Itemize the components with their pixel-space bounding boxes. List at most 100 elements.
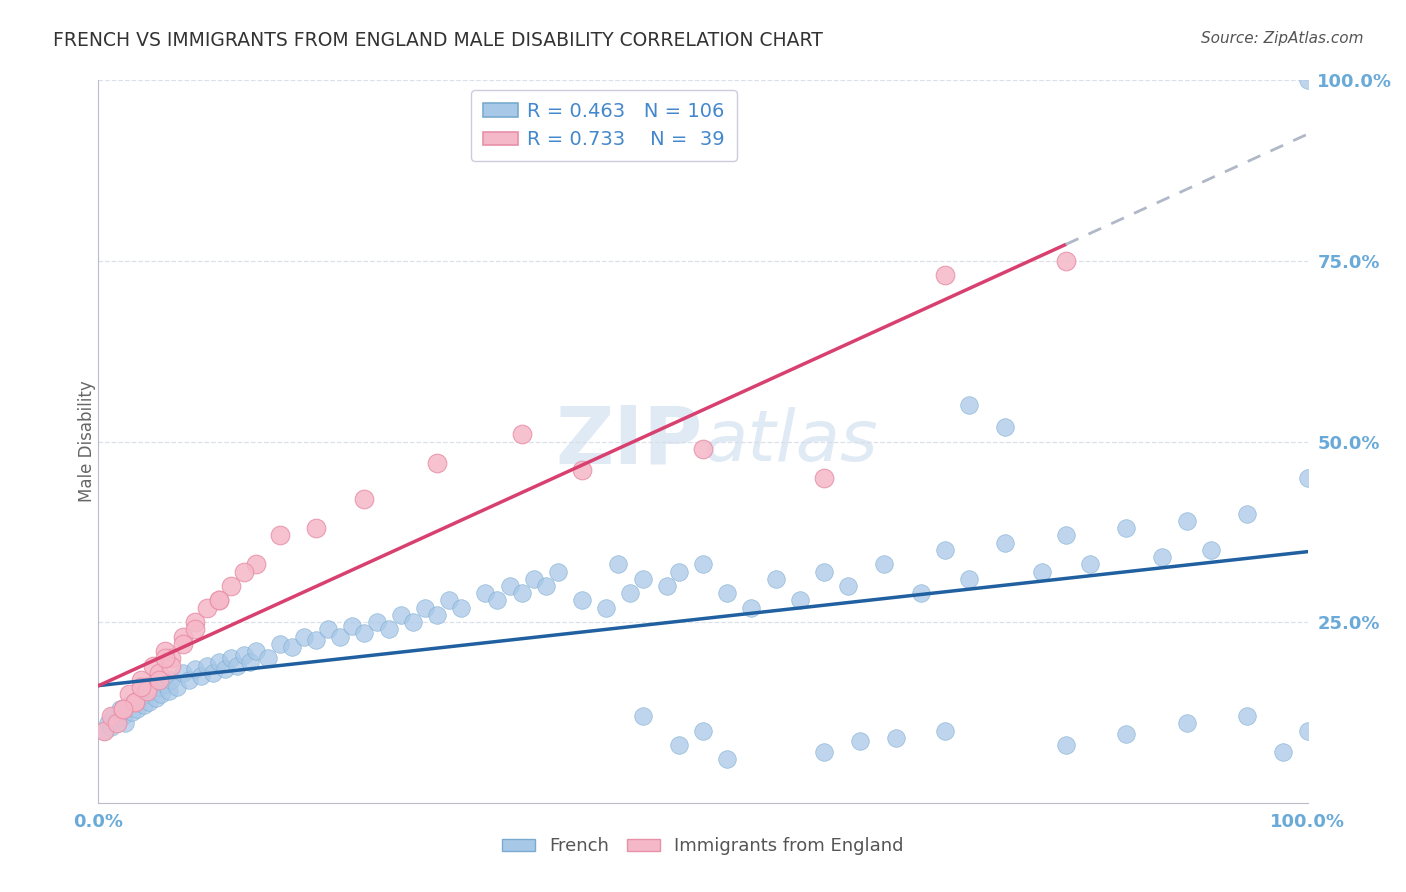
Text: Source: ZipAtlas.com: Source: ZipAtlas.com	[1201, 31, 1364, 46]
Point	[135, 687, 157, 701]
Point	[208, 593, 231, 607]
Point	[1236, 507, 1258, 521]
Point	[221, 651, 243, 665]
Point	[402, 615, 425, 630]
Point	[145, 691, 167, 706]
Point	[426, 607, 449, 622]
Point	[631, 572, 654, 586]
Point	[111, 702, 134, 716]
Point	[138, 695, 160, 709]
Point	[148, 673, 170, 687]
Point	[172, 665, 194, 680]
Point	[118, 698, 141, 713]
Point	[172, 630, 194, 644]
Point	[366, 615, 388, 630]
Point	[124, 695, 146, 709]
Point	[547, 565, 569, 579]
Point	[873, 558, 896, 572]
Point	[426, 456, 449, 470]
Point	[153, 644, 176, 658]
Point	[1152, 550, 1174, 565]
Point	[129, 673, 152, 687]
Point	[202, 665, 225, 680]
Point	[534, 579, 557, 593]
Point	[413, 600, 436, 615]
Point	[631, 709, 654, 723]
Point	[934, 723, 956, 738]
Point	[1078, 558, 1101, 572]
Point	[97, 716, 120, 731]
Point	[353, 626, 375, 640]
Point	[1175, 716, 1198, 731]
Point	[1236, 709, 1258, 723]
Point	[269, 528, 291, 542]
Point	[510, 586, 533, 600]
Point	[305, 633, 328, 648]
Point	[101, 709, 124, 723]
Point	[523, 572, 546, 586]
Point	[148, 680, 170, 694]
Point	[190, 669, 212, 683]
Point	[450, 600, 472, 615]
Y-axis label: Male Disability: Male Disability	[79, 381, 96, 502]
Point	[474, 586, 496, 600]
Point	[108, 702, 131, 716]
Point	[195, 600, 218, 615]
Point	[849, 734, 872, 748]
Point	[837, 579, 859, 593]
Point	[111, 709, 134, 723]
Point	[214, 662, 236, 676]
Point	[994, 420, 1017, 434]
Point	[195, 658, 218, 673]
Point	[692, 558, 714, 572]
Legend: French, Immigrants from England: French, Immigrants from England	[495, 830, 911, 863]
Point	[934, 268, 956, 283]
Point	[1115, 521, 1137, 535]
Point	[127, 702, 149, 716]
Point	[994, 535, 1017, 549]
Point	[153, 676, 176, 690]
Point	[160, 673, 183, 687]
Point	[1272, 745, 1295, 759]
Point	[129, 691, 152, 706]
Point	[957, 572, 980, 586]
Point	[377, 623, 399, 637]
Point	[121, 706, 143, 720]
Point	[105, 713, 128, 727]
Point	[813, 471, 835, 485]
Point	[239, 655, 262, 669]
Point	[342, 619, 364, 633]
Point	[134, 698, 156, 713]
Point	[1115, 727, 1137, 741]
Point	[716, 752, 738, 766]
Point	[692, 723, 714, 738]
Point	[105, 716, 128, 731]
Point	[157, 683, 180, 698]
Point	[789, 593, 811, 607]
Point	[716, 586, 738, 600]
Point	[93, 723, 115, 738]
Point	[934, 542, 956, 557]
Point	[93, 723, 115, 738]
Point	[486, 593, 509, 607]
Point	[389, 607, 412, 622]
Point	[1054, 738, 1077, 752]
Point	[498, 579, 520, 593]
Point	[813, 565, 835, 579]
Point	[153, 651, 176, 665]
Point	[226, 658, 249, 673]
Point	[813, 745, 835, 759]
Point	[1054, 253, 1077, 268]
Point	[179, 673, 201, 687]
Point	[166, 680, 188, 694]
Point	[172, 637, 194, 651]
Point	[269, 637, 291, 651]
Point	[571, 593, 593, 607]
Point	[1296, 471, 1319, 485]
Point	[1031, 565, 1053, 579]
Point	[692, 442, 714, 456]
Point	[1296, 73, 1319, 87]
Point	[619, 586, 641, 600]
Point	[957, 398, 980, 412]
Point	[208, 593, 231, 607]
